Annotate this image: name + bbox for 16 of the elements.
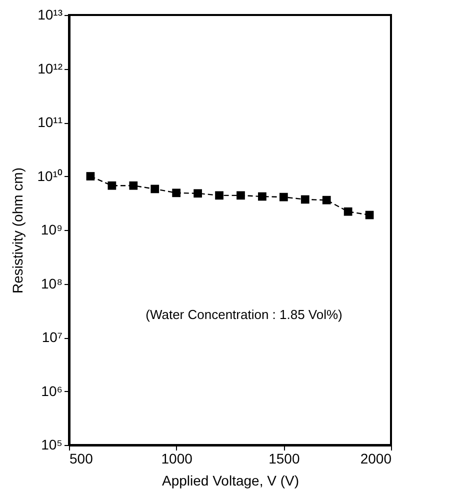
y-tick-label: 10¹² xyxy=(38,60,63,76)
x-axis-title: Applied Voltage, V (V) xyxy=(162,472,299,488)
x-tick-label: 1500 xyxy=(268,450,300,466)
y-tick-label: 10¹⁰ xyxy=(37,168,62,184)
x-tick-label: 2000 xyxy=(360,450,392,466)
y-tick-label: 10⁷ xyxy=(42,329,62,345)
y-tick-label: 10¹³ xyxy=(38,6,63,22)
y-tick-label: 10⁶ xyxy=(41,382,62,399)
y-tick-label: 10⁸ xyxy=(41,275,63,292)
y-tick-label: 10¹¹ xyxy=(38,114,63,130)
y-axis-title: Resistivity (ohm cm) xyxy=(9,167,26,294)
annotation: (Water Concentration : 1.85 Vol%) xyxy=(146,307,342,322)
y-tick-label: 10⁹ xyxy=(40,222,62,238)
x-tick-label: 1000 xyxy=(161,450,193,466)
x-tick-label: 500 xyxy=(70,450,94,466)
y-tick-label: 10⁵ xyxy=(41,436,62,452)
